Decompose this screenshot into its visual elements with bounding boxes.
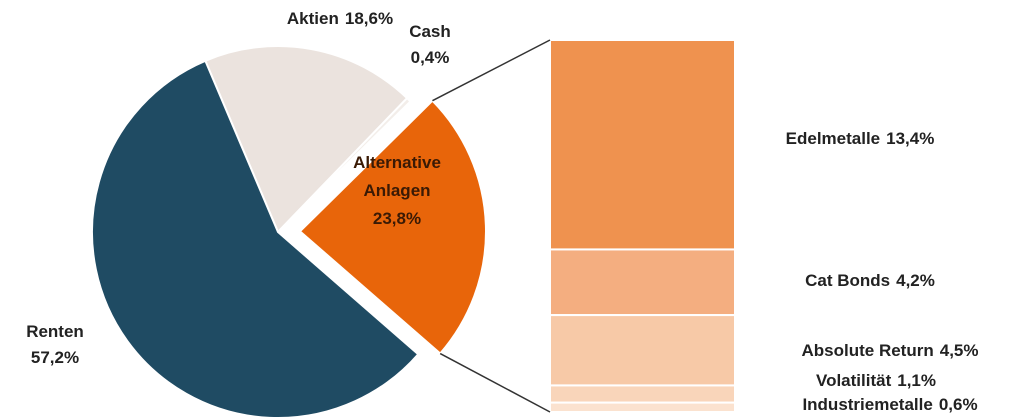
bar-label: Cat Bonds 4,2% [805,271,935,290]
bar-segment [549,39,736,251]
bar-label-name: Absolute Return [802,341,934,360]
bar-label-value: 4,2% [896,271,935,290]
bar-label-name: Volatilität [816,371,892,390]
bar-label-value: 4,5% [940,341,979,360]
bar-label: Industriemetalle 0,6% [802,395,977,414]
pie-label-value: 0,4% [411,48,450,67]
pie-slice [277,96,412,233]
bar-label-name: Edelmetalle [786,129,881,148]
pie-label: Renten 57,2% [26,322,84,367]
pie-label-name: Cash [409,22,451,41]
bar-segment [549,314,736,387]
pie-label-name: Alternative [353,153,441,172]
bar-label-name: Industriemetalle [802,395,932,414]
bar-label-value: 13,4% [886,129,934,148]
bar-label: Absolute Return 4,5% [802,341,979,360]
bar-segment [549,401,736,414]
connector-line [432,39,551,102]
bar-label-name: Cat Bonds [805,271,890,290]
connector-line [439,352,551,413]
pie-label-value: 23,8% [373,209,421,228]
pie-label-value: 18,6% [345,9,393,28]
pie-slice [204,45,409,234]
bar-label-value: 0,6% [939,395,978,414]
bar-segment [549,384,736,404]
bar-label: Edelmetalle 13,4% [786,129,935,148]
pie-slice [91,59,420,418]
pie-label-value: 57,2% [31,348,79,367]
pie-label-name: Aktien [287,9,339,28]
pie-label: Alternative Anlagen 23,8% [353,153,441,228]
pie-label-name: Renten [26,322,84,341]
pie-slice [298,99,487,355]
bar-label: Volatilität 1,1% [816,371,936,390]
pie-label-name: Anlagen [363,181,430,200]
bar-label-value: 1,1% [897,371,936,390]
pie-label: Cash 0,4% [409,22,451,67]
pie-label: Aktien 18,6% [287,9,393,28]
bar-segment [549,248,736,317]
